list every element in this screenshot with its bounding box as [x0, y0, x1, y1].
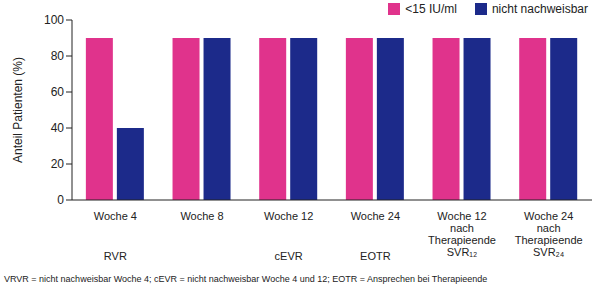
svg-text:Anteil Patienten (%): Anteil Patienten (%) [11, 57, 25, 163]
svg-text:60: 60 [51, 85, 65, 99]
svg-text:100: 100 [44, 13, 64, 27]
html-text:<15 IU/ml: <15 IU/ml [405, 2, 457, 16]
svg-text:Woche 24: Woche 24 [351, 210, 400, 222]
svg-text:40: 40 [51, 121, 65, 135]
svg-text:Woche 12: Woche 12 [264, 210, 313, 222]
svg-text:cEVR: cEVR [275, 250, 303, 262]
html-text:VRVR = nicht nachweisbar Woche: VRVR = nicht nachweisbar Woche 4; cEVR =… [4, 274, 488, 284]
svg-text:Woche 4: Woche 4 [94, 210, 137, 222]
svg-text:80: 80 [51, 49, 65, 63]
svg-text:Woche 12nachTherapieendeSVR₁₂: Woche 12nachTherapieendeSVR₁₂ [428, 210, 496, 258]
svg-text:20: 20 [51, 157, 65, 171]
svg-text:RVR: RVR [104, 250, 127, 262]
svg-text:Woche 8: Woche 8 [180, 210, 223, 222]
svg-text:0: 0 [57, 193, 64, 207]
svg-text:EOTR: EOTR [360, 250, 391, 262]
svg-text:Woche 24nachTherapieendeSVR₂₄: Woche 24nachTherapieendeSVR₂₄ [515, 210, 583, 258]
html-text:nicht nachweisbar: nicht nachweisbar [491, 2, 588, 16]
